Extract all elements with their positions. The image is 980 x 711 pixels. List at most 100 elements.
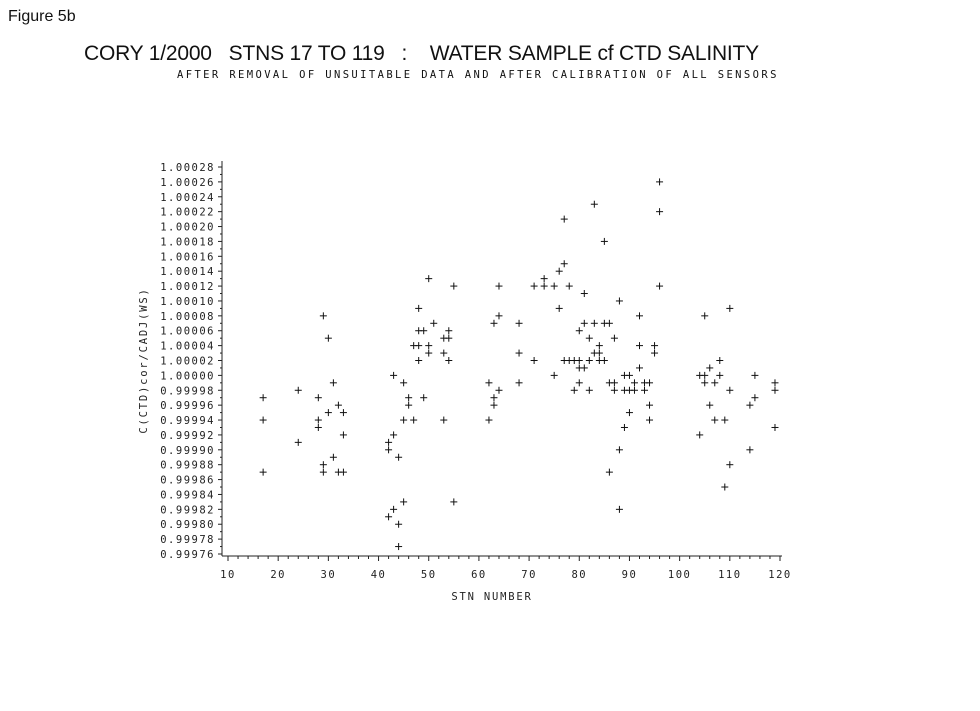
data-point [445,357,453,364]
data-point [625,409,633,417]
y-tick-label: 1.00012 [160,281,215,293]
data-point [721,483,729,491]
data-point [550,371,558,379]
data-point [726,304,734,312]
data-point [390,371,398,379]
data-point [600,237,608,245]
data-point [615,446,623,454]
y-tick-label: 0.99994 [160,415,215,427]
data-point [696,431,704,439]
y-tick-label: 1.00022 [160,207,215,219]
data-point [450,282,458,290]
x-tick-label: 50 [421,569,437,581]
x-tick-label: 90 [622,569,638,581]
data-point [400,416,408,424]
data-point [314,416,322,424]
data-point [711,379,719,387]
data-point [314,423,322,431]
data-point [430,319,438,327]
data-points [259,178,779,551]
y-tick-label: 0.99976 [160,549,215,561]
x-tick-label: 60 [471,569,487,581]
data-point [610,334,618,342]
data-point [646,379,654,387]
data-point [385,446,393,454]
data-point [319,461,327,469]
data-point [595,349,603,357]
data-point [259,468,267,476]
y-tick-label: 1.00000 [160,370,215,382]
x-axis-ticks: 10 20 30 40 50 60 70 80 90 100 110 120 [220,556,790,581]
y-tick-label: 0.99980 [160,519,215,531]
axes [221,161,782,557]
data-point [575,327,583,335]
data-point [590,200,598,208]
data-point [646,401,654,409]
data-point [635,342,643,350]
y-tick-label: 1.00016 [160,251,215,263]
y-tick-label: 0.99986 [160,475,215,487]
data-point [726,461,734,469]
data-point [605,319,613,327]
y-tick-label: 1.00010 [160,296,215,308]
data-point [385,513,393,521]
y-tick-label: 1.00024 [160,192,215,204]
data-point [620,423,628,431]
data-point [751,394,759,402]
data-point [716,371,724,379]
data-point [575,357,583,364]
data-point [259,416,267,424]
data-point [339,431,347,439]
data-point [565,282,573,290]
data-point [656,178,664,186]
x-tick-label: 30 [321,569,337,581]
data-point [329,379,337,387]
data-point [400,379,408,387]
y-tick-label: 1.00004 [160,341,215,353]
data-point [540,282,548,290]
data-point [415,304,423,312]
y-axis-label: C(CTD)cor/CADJ(WS) [138,287,150,433]
data-point [771,386,779,394]
data-point [324,409,332,417]
data-point [540,275,548,283]
data-point [570,386,578,394]
chart-title: CORY 1/2000 STNS 17 TO 119 : WATER SAMPL… [84,42,759,65]
data-point [450,498,458,506]
data-point [625,371,633,379]
data-point [651,349,659,357]
data-point [490,319,498,327]
data-point [314,394,322,402]
data-point [706,364,714,372]
data-point [610,379,618,387]
y-axis-ticks: 1.00028 1.00026 1.00024 1.00022 1.00020 1.000… [160,162,222,561]
data-point [425,275,433,283]
data-point [425,342,433,350]
data-point [716,357,724,364]
data-point [495,282,503,290]
data-point [385,438,393,446]
data-point [651,342,659,350]
x-tick-label: 80 [571,569,587,581]
data-point [324,334,332,342]
y-tick-label: 0.99984 [160,489,215,501]
data-point [395,520,403,528]
data-point [420,327,428,335]
data-point [585,357,593,364]
data-point [390,431,398,439]
x-tick-label: 100 [668,569,691,581]
data-point [395,543,403,551]
y-tick-label: 0.99982 [160,504,215,516]
data-point [580,290,588,298]
data-point [445,334,453,342]
data-point [641,386,649,394]
data-point [390,505,398,513]
data-point [701,312,709,320]
data-point [555,267,563,275]
data-point [495,386,503,394]
y-tick-label: 1.00006 [160,326,215,338]
data-point [771,379,779,387]
data-point [485,379,493,387]
y-tick-label: 1.00018 [160,236,215,248]
